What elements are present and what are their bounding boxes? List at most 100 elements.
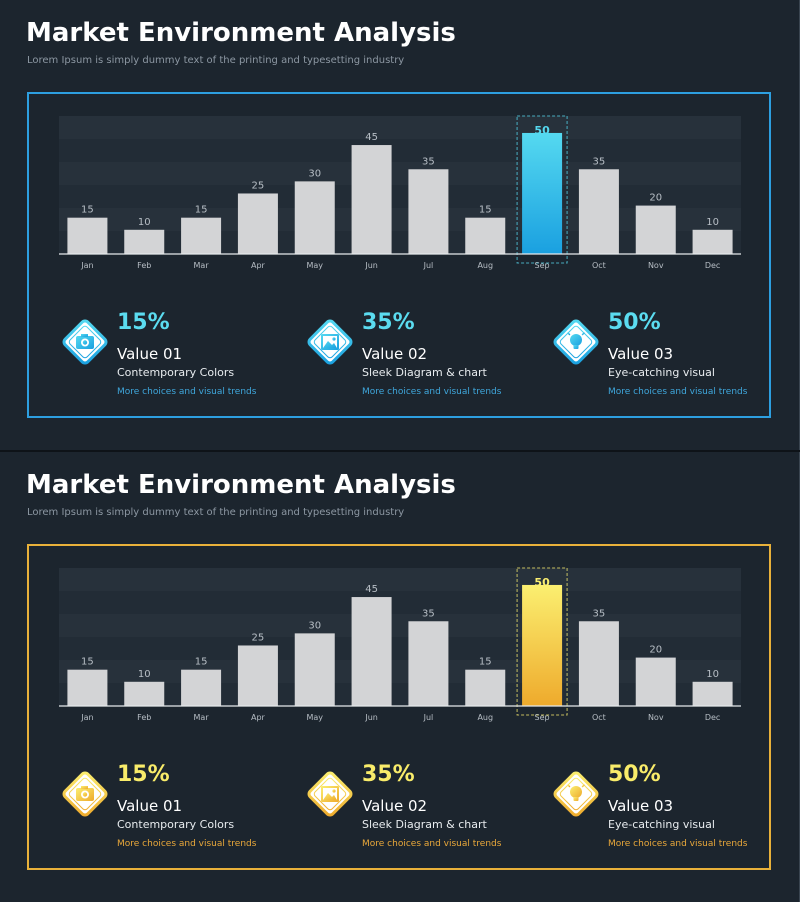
x-tick-label: Feb xyxy=(137,261,151,270)
x-tick-label: Jan xyxy=(80,713,93,722)
content-panel: 15% Value 01 Contemporary Colors More ch… xyxy=(27,544,771,870)
bar-value-label: 25 xyxy=(252,632,265,643)
x-tick-label: Apr xyxy=(251,261,266,270)
bulb-ray xyxy=(567,784,571,788)
page-subtitle: Lorem Ipsum is simply dummy text of the … xyxy=(27,507,405,518)
grid-band xyxy=(59,568,741,591)
value-description: Contemporary Colors xyxy=(117,818,235,831)
image-sun xyxy=(332,789,336,793)
grid-band xyxy=(59,139,741,162)
bulb-ray xyxy=(567,332,571,336)
bar xyxy=(351,145,392,254)
image-mountain xyxy=(323,793,337,800)
x-tick-label: Sep xyxy=(535,713,550,722)
value-link[interactable]: More choices and visual trends xyxy=(117,387,257,397)
bar xyxy=(237,193,278,254)
bar xyxy=(67,669,108,706)
bar-value-label: 50 xyxy=(534,124,550,137)
camera-icon xyxy=(62,319,108,365)
bar xyxy=(351,597,392,706)
grid-band xyxy=(59,637,741,660)
value-card-3: 50% Value 03 Eye-catching visual More ch… xyxy=(550,310,770,400)
value-name: Value 02 xyxy=(362,345,428,363)
bar-value-label: 50 xyxy=(534,576,550,589)
value-percent: 15% xyxy=(117,310,170,335)
bulb-ray xyxy=(581,332,585,336)
value-name: Value 01 xyxy=(117,797,183,815)
bar-value-label: 10 xyxy=(706,669,719,680)
value-card-1: 15% Value 01 Contemporary Colors More ch… xyxy=(59,310,279,400)
bar xyxy=(635,657,676,706)
lightbulb-icon xyxy=(553,771,599,817)
grid-band xyxy=(59,231,741,254)
grid-band xyxy=(59,591,741,614)
slide-blue: Market Environment Analysis Lorem Ipsum … xyxy=(0,0,800,450)
bar xyxy=(124,681,165,706)
bar xyxy=(465,217,506,254)
bar-value-label: 10 xyxy=(138,669,151,680)
grid-band xyxy=(59,116,741,139)
value-percent: 35% xyxy=(362,310,415,335)
bar xyxy=(67,217,108,254)
x-tick-label: Mar xyxy=(194,713,210,722)
x-tick-label: Sep xyxy=(535,261,550,270)
page-subtitle: Lorem Ipsum is simply dummy text of the … xyxy=(27,55,405,66)
grid-band xyxy=(59,162,741,185)
bar xyxy=(294,633,335,706)
x-tick-label: Dec xyxy=(705,261,720,270)
slide-orange: Market Environment Analysis Lorem Ipsum … xyxy=(0,450,800,902)
bar xyxy=(181,217,222,254)
bulb-glass xyxy=(570,786,582,798)
badge-inner xyxy=(68,325,102,359)
value-card-1: 15% Value 01 Contemporary Colors More ch… xyxy=(59,762,279,852)
bar-value-label: 20 xyxy=(649,645,662,656)
x-tick-label: Dec xyxy=(705,713,720,722)
badge-inner xyxy=(313,777,347,811)
x-tick-label: Oct xyxy=(592,713,606,722)
bulb-ray xyxy=(581,784,585,788)
bar-value-label: 35 xyxy=(422,608,435,619)
bar xyxy=(578,169,619,254)
value-link[interactable]: More choices and visual trends xyxy=(117,839,257,849)
page-title: Market Environment Analysis xyxy=(26,18,456,48)
bar xyxy=(578,621,619,706)
grid-band xyxy=(59,208,741,231)
value-card-2: 35% Value 02 Sleek Diagram & chart More … xyxy=(304,310,524,400)
value-description: Sleek Diagram & chart xyxy=(362,366,487,379)
grid-band xyxy=(59,185,741,208)
value-link[interactable]: More choices and visual trends xyxy=(608,839,748,849)
x-tick-label: Jun xyxy=(364,713,378,722)
bar-highlight xyxy=(522,584,563,706)
bar xyxy=(692,229,733,254)
bar xyxy=(124,229,165,254)
value-link[interactable]: More choices and visual trends xyxy=(608,387,748,397)
page-title: Market Environment Analysis xyxy=(26,470,456,500)
x-tick-label: Aug xyxy=(477,713,493,722)
image-icon xyxy=(307,771,353,817)
camera-lens-inner xyxy=(82,792,88,797)
value-percent: 50% xyxy=(608,310,661,335)
bar xyxy=(294,181,335,254)
grid-band xyxy=(59,660,741,683)
x-tick-label: May xyxy=(306,261,323,270)
x-tick-label: Feb xyxy=(137,713,151,722)
image-mountain xyxy=(323,341,337,348)
value-name: Value 03 xyxy=(608,345,674,363)
value-description: Contemporary Colors xyxy=(117,366,235,379)
bar-value-label: 15 xyxy=(195,205,208,216)
badge-inner xyxy=(313,325,347,359)
x-tick-label: Nov xyxy=(648,713,664,722)
value-name: Value 02 xyxy=(362,797,428,815)
bulb-glass xyxy=(570,334,582,346)
value-link[interactable]: More choices and visual trends xyxy=(362,387,502,397)
value-link[interactable]: More choices and visual trends xyxy=(362,839,502,849)
bar-value-label: 45 xyxy=(365,132,378,143)
bar xyxy=(408,621,449,706)
lightbulb-icon xyxy=(553,319,599,365)
value-percent: 15% xyxy=(117,762,170,787)
grid-band xyxy=(59,683,741,706)
x-tick-label: Aug xyxy=(477,261,493,270)
bar-value-label: 20 xyxy=(649,193,662,204)
value-name: Value 01 xyxy=(117,345,183,363)
x-tick-label: Jun xyxy=(364,261,378,270)
